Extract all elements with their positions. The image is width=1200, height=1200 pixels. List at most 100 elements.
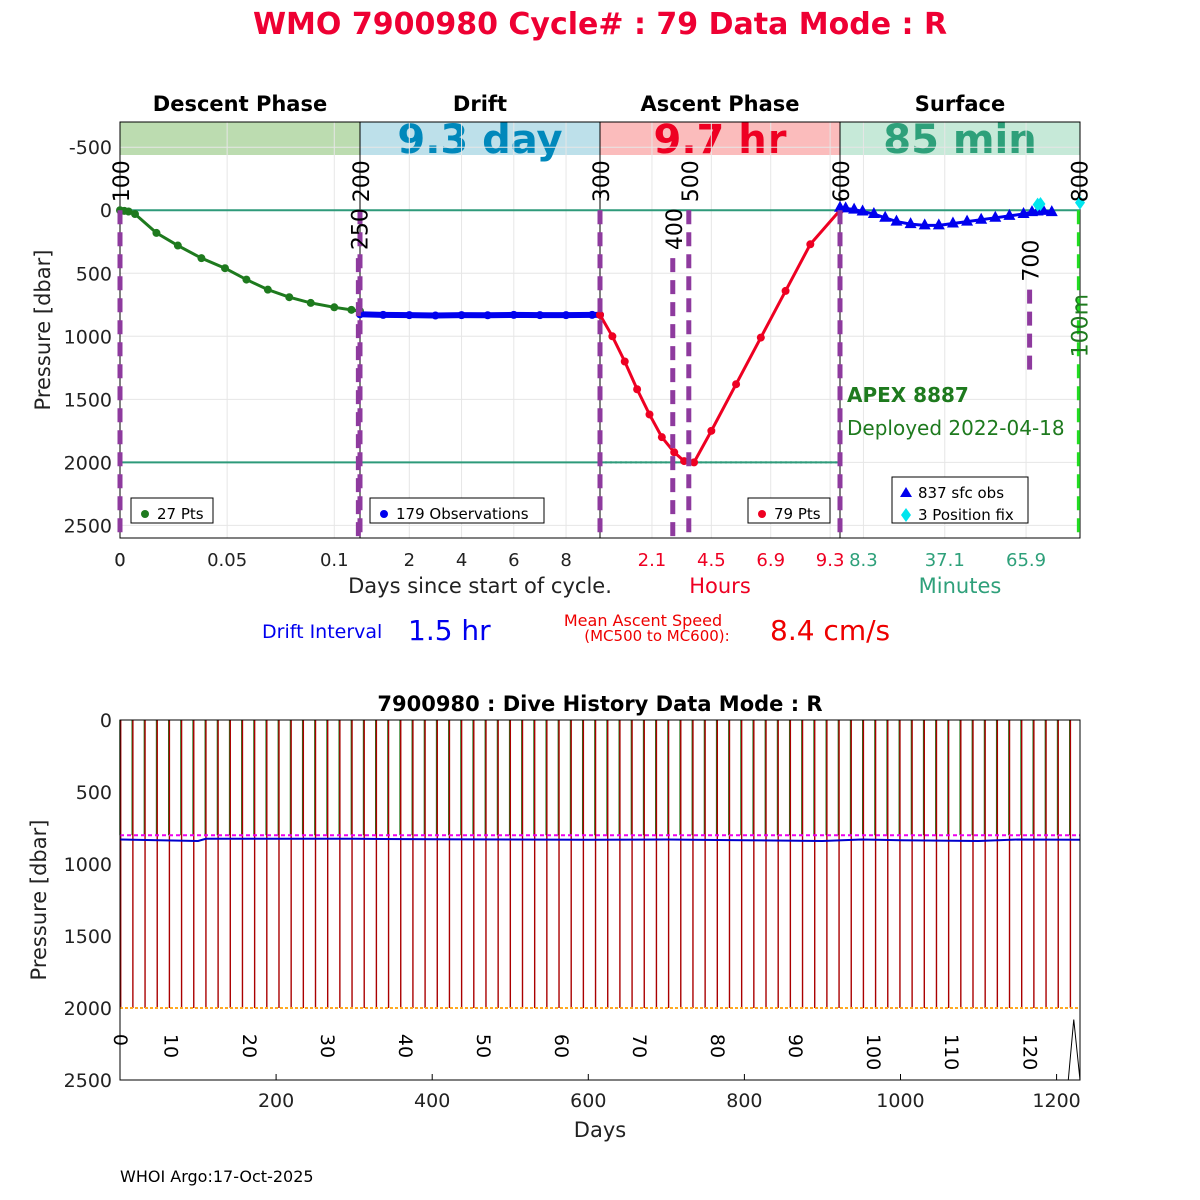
data-point xyxy=(946,216,959,228)
data-point xyxy=(379,310,388,319)
x-tick-label: 6.9 xyxy=(756,550,785,571)
data-point xyxy=(670,448,679,457)
drift-interval-label: Drift Interval xyxy=(262,621,382,643)
series-1 xyxy=(356,310,604,320)
legend-label: 27 Pts xyxy=(157,505,204,523)
y-tick-label: 1500 xyxy=(64,389,112,411)
data-point xyxy=(989,210,1002,222)
data-point xyxy=(848,202,861,214)
x-axis-label-hours: Hours xyxy=(689,574,751,598)
series-0 xyxy=(116,206,364,316)
cycle-number-label: 10 xyxy=(160,1034,182,1058)
data-point xyxy=(263,285,272,294)
x-tick-label: 65.9 xyxy=(1006,550,1046,571)
cycle-marker-label: 300 xyxy=(590,160,615,202)
data-point xyxy=(680,457,689,466)
y-tick-label: 500 xyxy=(76,782,112,804)
data-point xyxy=(562,311,571,320)
x-tick-label: 2 xyxy=(404,550,415,571)
data-point xyxy=(197,254,206,263)
y-axis-label: Pressure [dbar] xyxy=(31,250,55,411)
data-point xyxy=(124,207,133,216)
x-tick-label: 400 xyxy=(414,1090,450,1112)
phase-band-0 xyxy=(120,122,360,155)
x-tick-label: 600 xyxy=(570,1090,606,1112)
cycle-number-label: 70 xyxy=(628,1034,650,1058)
legend-marker xyxy=(901,508,911,522)
data-point xyxy=(856,204,869,216)
data-point xyxy=(596,310,604,319)
cycle-marker-label: 100 xyxy=(110,160,135,202)
x-tick-label: 37.1 xyxy=(925,550,965,571)
data-point xyxy=(918,218,931,230)
figure-title: WMO 7900980 Cycle# : 79 Data Mode : R xyxy=(253,7,947,42)
legend-box xyxy=(891,476,1029,524)
data-point xyxy=(620,357,629,366)
x-tick-label: 800 xyxy=(726,1090,762,1112)
y-tick-label: 2000 xyxy=(64,452,112,474)
data-point xyxy=(806,240,815,249)
y-tick-label: 1000 xyxy=(64,326,112,348)
data-point xyxy=(173,241,182,250)
x-tick-label: 0.05 xyxy=(207,550,247,571)
cycle-marker-label: 700 xyxy=(1020,240,1045,282)
phase-band-1 xyxy=(360,122,600,155)
dive-history-chart: 7900980 : Dive History Data Mode : R0500… xyxy=(27,692,1081,1142)
legend: 837 sfc obs 3 Position fix xyxy=(891,476,1029,524)
x-tick-label: 9.3 xyxy=(816,550,845,571)
legend-box xyxy=(369,497,545,524)
last-cycle-indicator xyxy=(1067,1019,1081,1081)
data-point xyxy=(633,385,642,394)
data-point xyxy=(242,275,251,284)
x-tick-label: 1200 xyxy=(1032,1090,1080,1112)
position-fix-point xyxy=(1035,196,1046,211)
data-point xyxy=(1037,203,1050,215)
data-point xyxy=(1045,205,1058,217)
cycle-number-label: 40 xyxy=(394,1034,416,1058)
x-tick-label: 4 xyxy=(456,550,467,571)
phase-band-3 xyxy=(840,122,1080,155)
phase-title: Surface xyxy=(915,92,1005,116)
data-point xyxy=(781,286,790,295)
x-tick-label: 0 xyxy=(114,550,125,571)
data-point xyxy=(839,201,852,213)
legend-label: 3 Position fix xyxy=(918,506,1014,524)
data-point xyxy=(285,293,294,302)
data-point xyxy=(608,332,617,341)
data-point xyxy=(732,380,741,389)
phase-band-2 xyxy=(600,122,840,155)
y-tick-label: 2000 xyxy=(64,998,112,1020)
phase-duration: 9.7 hr xyxy=(654,117,787,163)
cycle-marker-label: 500 xyxy=(679,160,704,202)
legend-label: 79 Pts xyxy=(774,505,821,523)
cycle-number-label: 120 xyxy=(1018,1034,1040,1070)
cycle-marker-label: 200 xyxy=(350,160,375,202)
series-3 xyxy=(834,200,1058,230)
float-model: APEX 8887 xyxy=(847,383,969,407)
cycle-number-label: 60 xyxy=(550,1034,572,1058)
data-point xyxy=(690,458,699,467)
x-axis-label-minutes: Minutes xyxy=(919,574,1002,598)
y-tick-label: 1000 xyxy=(64,854,112,876)
x-tick-label: 8 xyxy=(560,550,571,571)
data-point xyxy=(867,207,880,219)
phase-title: Descent Phase xyxy=(153,92,327,116)
x-axis-label-days: Days since start of cycle. xyxy=(348,574,612,598)
footer-credit: WHOI Argo:17-Oct-2025 xyxy=(120,1167,314,1186)
y-tick-label: 0 xyxy=(100,200,112,222)
cycle-number-label: 0 xyxy=(109,1034,131,1046)
cycle-number-label: 100 xyxy=(862,1034,884,1070)
data-point xyxy=(975,212,988,224)
data-point xyxy=(904,217,917,229)
x-tick-label: 200 xyxy=(258,1090,294,1112)
data-point xyxy=(879,210,892,222)
cycle-marker-label: 400 xyxy=(663,208,688,250)
data-point xyxy=(405,311,414,320)
cycle-number-label: 80 xyxy=(706,1034,728,1058)
x-tick-label: 4.5 xyxy=(697,550,726,571)
ascent-speed-value: 8.4 cm/s xyxy=(770,614,890,647)
data-point xyxy=(756,333,765,342)
bottom-plot-frame xyxy=(119,719,1081,1081)
y-tick-label: 2500 xyxy=(64,515,112,537)
